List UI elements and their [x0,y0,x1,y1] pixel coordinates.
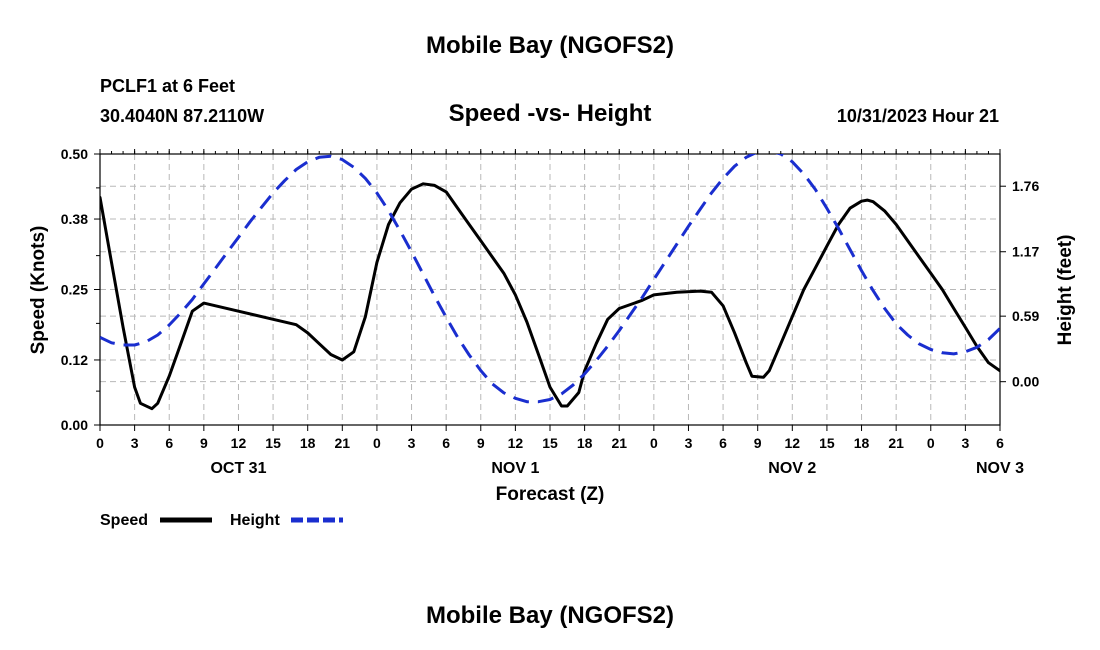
station-label: PCLF1 at 6 Feet [100,76,236,96]
x-tick-label: 9 [477,435,485,451]
day-label: NOV 1 [491,460,539,477]
x-tick-label: 12 [231,435,247,451]
x-tick-label: 6 [165,435,173,451]
x-tick-label: 0 [373,435,381,451]
x-axis-label: Forecast (Z) [496,484,605,505]
y-left-tick-label: 0.38 [61,211,88,227]
x-tick-label: 12 [785,435,801,451]
page-title: Mobile Bay (NGOFS2) [425,32,675,59]
y-left-tick-label: 0.12 [61,352,88,368]
footer-title: Mobile Bay (NGOFS2) [425,602,675,629]
x-tick-label: 9 [200,435,208,451]
x-tick-label: 18 [300,435,316,451]
y-axis-right-label: Height (feet) [1055,235,1076,346]
y-right-tick-label: 1.17 [1012,244,1039,260]
y-axis-left-label: Speed (Knots) [28,226,49,355]
chart-series [100,154,1000,411]
legend-height-label: Height [230,512,280,529]
legend-speed-label: Speed [100,512,148,529]
day-label: OCT 31 [210,460,266,477]
y-right-tick-label: 1.76 [1012,178,1039,194]
x-tick-label: 6 [442,435,450,451]
x-tick-label: 15 [542,435,558,451]
x-tick-label: 3 [961,435,969,451]
x-tick-label: 21 [335,435,351,451]
x-tick-label: 18 [854,435,870,451]
x-tick-label: 3 [685,435,693,451]
y-left-tick-label: 0.50 [61,146,88,162]
x-tick-label: 15 [819,435,835,451]
x-tick-label: 21 [888,435,904,451]
x-tick-label: 0 [650,435,658,451]
y-right-tick-label: 0.59 [1012,308,1039,324]
chart-axes: 0 3 6 9 12 15 18 21 0 3 6 9 12 15 18 21 0 3 6 9 12 15 18 21 0 3 6 O… [61,146,1040,477]
x-tick-label: 6 [996,435,1004,451]
y-left-tick-label: 0.00 [61,417,88,433]
series-line-height [100,154,1000,404]
x-tick-label: 9 [754,435,762,451]
chart-subtitle: Speed -vs- Height [448,100,652,127]
x-tick-label: 0 [96,435,104,451]
y-left-tick-label: 0.25 [61,282,88,298]
x-tick-label: 6 [719,435,727,451]
x-tick-label: 18 [577,435,593,451]
x-tick-label: 12 [508,435,524,451]
forecast-timestamp: 10/31/2023 Hour 21 [836,106,999,126]
x-tick-label: 3 [131,435,139,451]
x-tick-label: 21 [611,435,627,451]
x-tick-label: 0 [927,435,935,451]
station-coords: 30.4040N 87.2110W [100,106,265,126]
y-right-tick-label: 0.00 [1012,374,1039,390]
x-tick-label: 3 [408,435,416,451]
day-label: NOV 3 [976,460,1024,477]
series-line-speed [100,182,1000,411]
x-tick-label: 15 [265,435,281,451]
day-label: NOV 2 [768,460,816,477]
